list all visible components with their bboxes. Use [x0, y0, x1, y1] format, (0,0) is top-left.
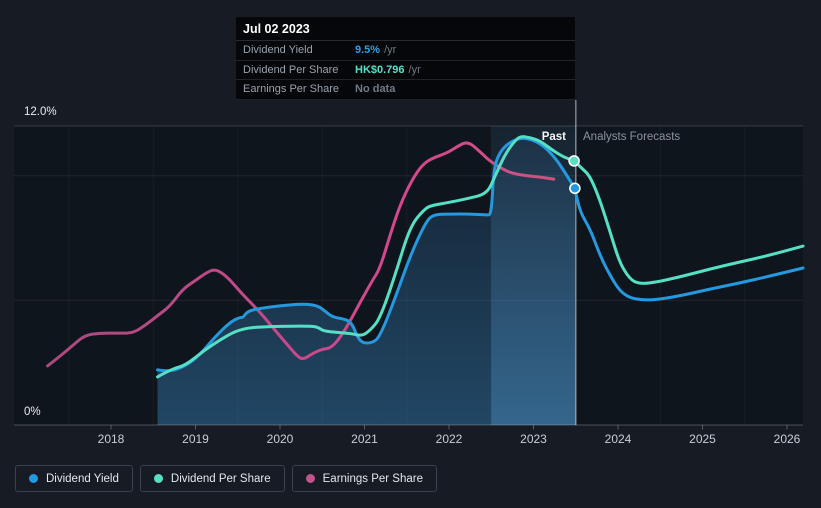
- tooltip-row-dividend-yield: Dividend Yield 9.5%/yr: [236, 41, 575, 61]
- x-tick-label-2023: 2023: [504, 432, 564, 446]
- tooltip-value: HK$0.796/yr: [355, 63, 421, 77]
- x-tick-label-2022: 2022: [419, 432, 479, 446]
- x-tick-label-2026: 2026: [757, 432, 817, 446]
- tooltip-value: No data: [355, 82, 399, 96]
- x-tick-label-2019: 2019: [166, 432, 226, 446]
- x-tick-label-2024: 2024: [588, 432, 648, 446]
- legend-item-earnings-per-share[interactable]: Earnings Per Share: [292, 465, 437, 492]
- tooltip-label: Earnings Per Share: [243, 82, 355, 96]
- legend-item-dividend-yield[interactable]: Dividend Yield: [15, 465, 133, 492]
- tooltip-row-earnings-per-share: Earnings Per Share No data: [236, 80, 575, 100]
- legend-item-dividend-per-share[interactable]: Dividend Per Share: [140, 465, 285, 492]
- tooltip-label: Dividend Per Share: [243, 63, 355, 77]
- tooltip-label: Dividend Yield: [243, 43, 355, 57]
- tooltip-value: 9.5%/yr: [355, 43, 396, 57]
- chart-legend: Dividend Yield Dividend Per Share Earnin…: [15, 465, 437, 492]
- legend-label: Dividend Yield: [46, 473, 119, 485]
- dividend-yield-dot-icon: [29, 474, 38, 483]
- legend-label: Earnings Per Share: [323, 473, 423, 485]
- y-axis-min-label: 0%: [24, 406, 41, 418]
- past-phase-label: Past: [466, 131, 566, 143]
- legend-label: Dividend Per Share: [171, 473, 271, 485]
- x-tick-label-2020: 2020: [250, 432, 310, 446]
- chart-tooltip: Jul 02 2023 Dividend Yield 9.5%/yr Divid…: [236, 17, 575, 99]
- y-axis-max-label: 12.0%: [24, 106, 57, 118]
- tooltip-row-dividend-per-share: Dividend Per Share HK$0.796/yr: [236, 61, 575, 81]
- x-tick-label-2018: 2018: [81, 432, 141, 446]
- dividend-chart-panel: 12.0% 0% Past Analysts Forecasts 2018 201…: [0, 0, 821, 508]
- x-tick-label-2021: 2021: [335, 432, 395, 446]
- dividend-per-share-dot-icon: [154, 474, 163, 483]
- tooltip-date: Jul 02 2023: [236, 17, 575, 41]
- x-tick-label-2025: 2025: [673, 432, 733, 446]
- forecast-phase-label: Analysts Forecasts: [583, 131, 680, 143]
- earnings-per-share-dot-icon: [306, 474, 315, 483]
